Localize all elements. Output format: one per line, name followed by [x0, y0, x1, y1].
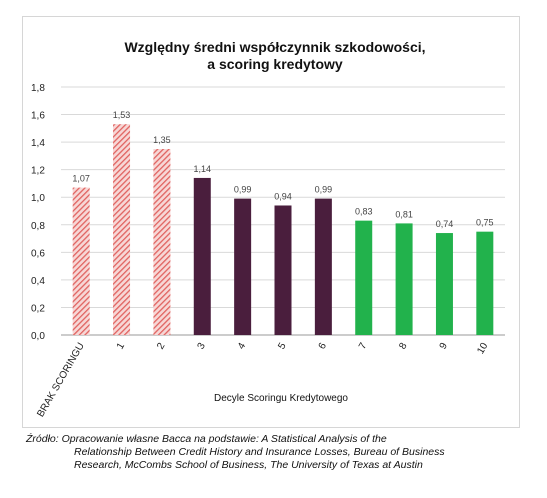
y-tick-label: 0,6	[31, 248, 45, 259]
y-tick-label: 1,0	[31, 193, 45, 204]
x-axis: BRAK SCORINGU 1 2 3 4 5 6 7 8 9 10	[35, 341, 490, 420]
bar-2	[153, 149, 171, 335]
data-label: 0,99	[234, 185, 252, 195]
source-line-3: Research, McCombs School of Business, Th…	[74, 459, 423, 471]
chart-title-line-1: Względny średni współczynnik szkodowości…	[124, 39, 425, 55]
bar-1	[113, 124, 131, 335]
x-tick-label: 9	[438, 341, 451, 352]
data-label: 0,83	[355, 207, 373, 217]
source-note: Źródło: Opracowanie własne Bacca na pods…	[26, 433, 496, 472]
bar-8	[395, 223, 413, 335]
source-line-2: Relationship Between Credit History and …	[74, 446, 445, 458]
bar-6	[314, 198, 332, 335]
data-label: 1,53	[113, 110, 131, 120]
bars: 1,07 1,53 1,35 1,14 0,99 0,94 0,99 0,83 0,81 0,74…	[72, 110, 494, 335]
bar-brak-scoringu	[72, 187, 90, 335]
data-label: 1,07	[72, 174, 90, 184]
x-tick-label: 7	[357, 341, 370, 352]
y-tick-label: 0,8	[31, 221, 45, 232]
data-label: 0,74	[436, 219, 454, 229]
x-tick-label: 1	[115, 341, 128, 352]
bar-3	[193, 177, 211, 335]
chart-frame: Względny średni współczynnik szkodowości…	[22, 16, 520, 428]
data-label: 1,35	[153, 135, 171, 145]
y-tick-label: 1,6	[31, 111, 45, 122]
data-label: 0,94	[274, 191, 292, 201]
y-tick-label: 0,0	[31, 331, 45, 342]
x-tick-label: 6	[317, 341, 330, 352]
y-axis: 0,0 0,2 0,4 0,6 0,8 1,0 1,2 1,4 1,6 1,8	[31, 83, 45, 342]
bar-chart: Względny średni współczynnik szkodowości…	[31, 39, 505, 420]
bar-9	[435, 233, 453, 335]
y-tick-label: 0,4	[31, 276, 45, 287]
y-tick-label: 1,2	[31, 166, 45, 177]
data-label: 0,81	[395, 209, 413, 219]
x-tick-label: 4	[236, 341, 249, 352]
data-label: 0,75	[476, 218, 494, 228]
y-tick-label: 1,4	[31, 138, 45, 149]
bar-10	[476, 231, 494, 335]
y-tick-label: 1,8	[31, 83, 45, 94]
y-tick-label: 0,2	[31, 303, 45, 314]
x-tick-label: 5	[276, 341, 289, 352]
x-tick-label: 10	[475, 341, 490, 357]
data-label: 0,99	[315, 185, 333, 195]
data-label: 1,14	[194, 164, 212, 174]
x-axis-label: Decyle Scoringu Kredytowego	[214, 393, 348, 404]
x-tick-label: 8	[397, 341, 410, 352]
x-tick-label: 3	[196, 341, 209, 352]
x-tick-label: 2	[155, 341, 168, 352]
chart-title-line-2: a scoring kredytowy	[207, 56, 343, 72]
source-line-1: Źródło: Opracowanie własne Bacca na pods…	[26, 433, 387, 445]
bar-7	[355, 220, 373, 335]
bar-5	[274, 205, 292, 335]
bar-4	[234, 198, 252, 335]
x-tick-label: BRAK SCORINGU	[35, 341, 86, 419]
